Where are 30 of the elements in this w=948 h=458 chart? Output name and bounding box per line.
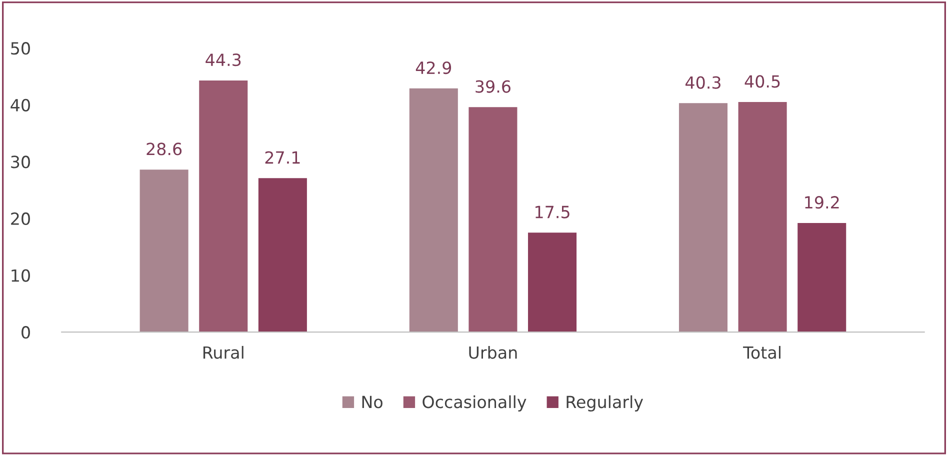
bar: [468, 107, 518, 332]
data-label: 27.1: [265, 151, 300, 164]
data-label: 40.3: [686, 76, 720, 89]
y-tick-label: 50: [11, 42, 30, 55]
bar: [738, 102, 787, 332]
y-tick-label: 0: [22, 326, 30, 339]
data-label: 42.9: [416, 61, 452, 74]
data-label: 19.2: [805, 196, 839, 209]
x-tick-label: Rural: [203, 346, 244, 359]
bar: [678, 103, 728, 332]
y-tick-label: 40: [10, 98, 30, 112]
legend-label: Regularly: [566, 395, 644, 412]
bar: [528, 232, 577, 332]
x-tick-label: Urban: [469, 346, 517, 359]
bar: [199, 80, 248, 332]
data-label: 40.5: [744, 75, 780, 88]
data-label: 28.6: [146, 142, 182, 156]
y-tick-label: 20: [11, 212, 30, 226]
bar: [798, 223, 846, 332]
legend-label: Occasionally: [422, 395, 526, 412]
data-label: 17.5: [536, 206, 570, 218]
bar: [409, 88, 458, 332]
y-tick-label: 30: [11, 156, 30, 168]
data-label: 39.6: [476, 80, 510, 93]
y-tick-label: 10: [12, 269, 30, 282]
bar: [140, 170, 188, 332]
data-label: 44.3: [206, 54, 241, 66]
x-tick-label: Total: [743, 346, 780, 359]
legend-label: No: [362, 396, 382, 408]
bar: [258, 178, 307, 332]
